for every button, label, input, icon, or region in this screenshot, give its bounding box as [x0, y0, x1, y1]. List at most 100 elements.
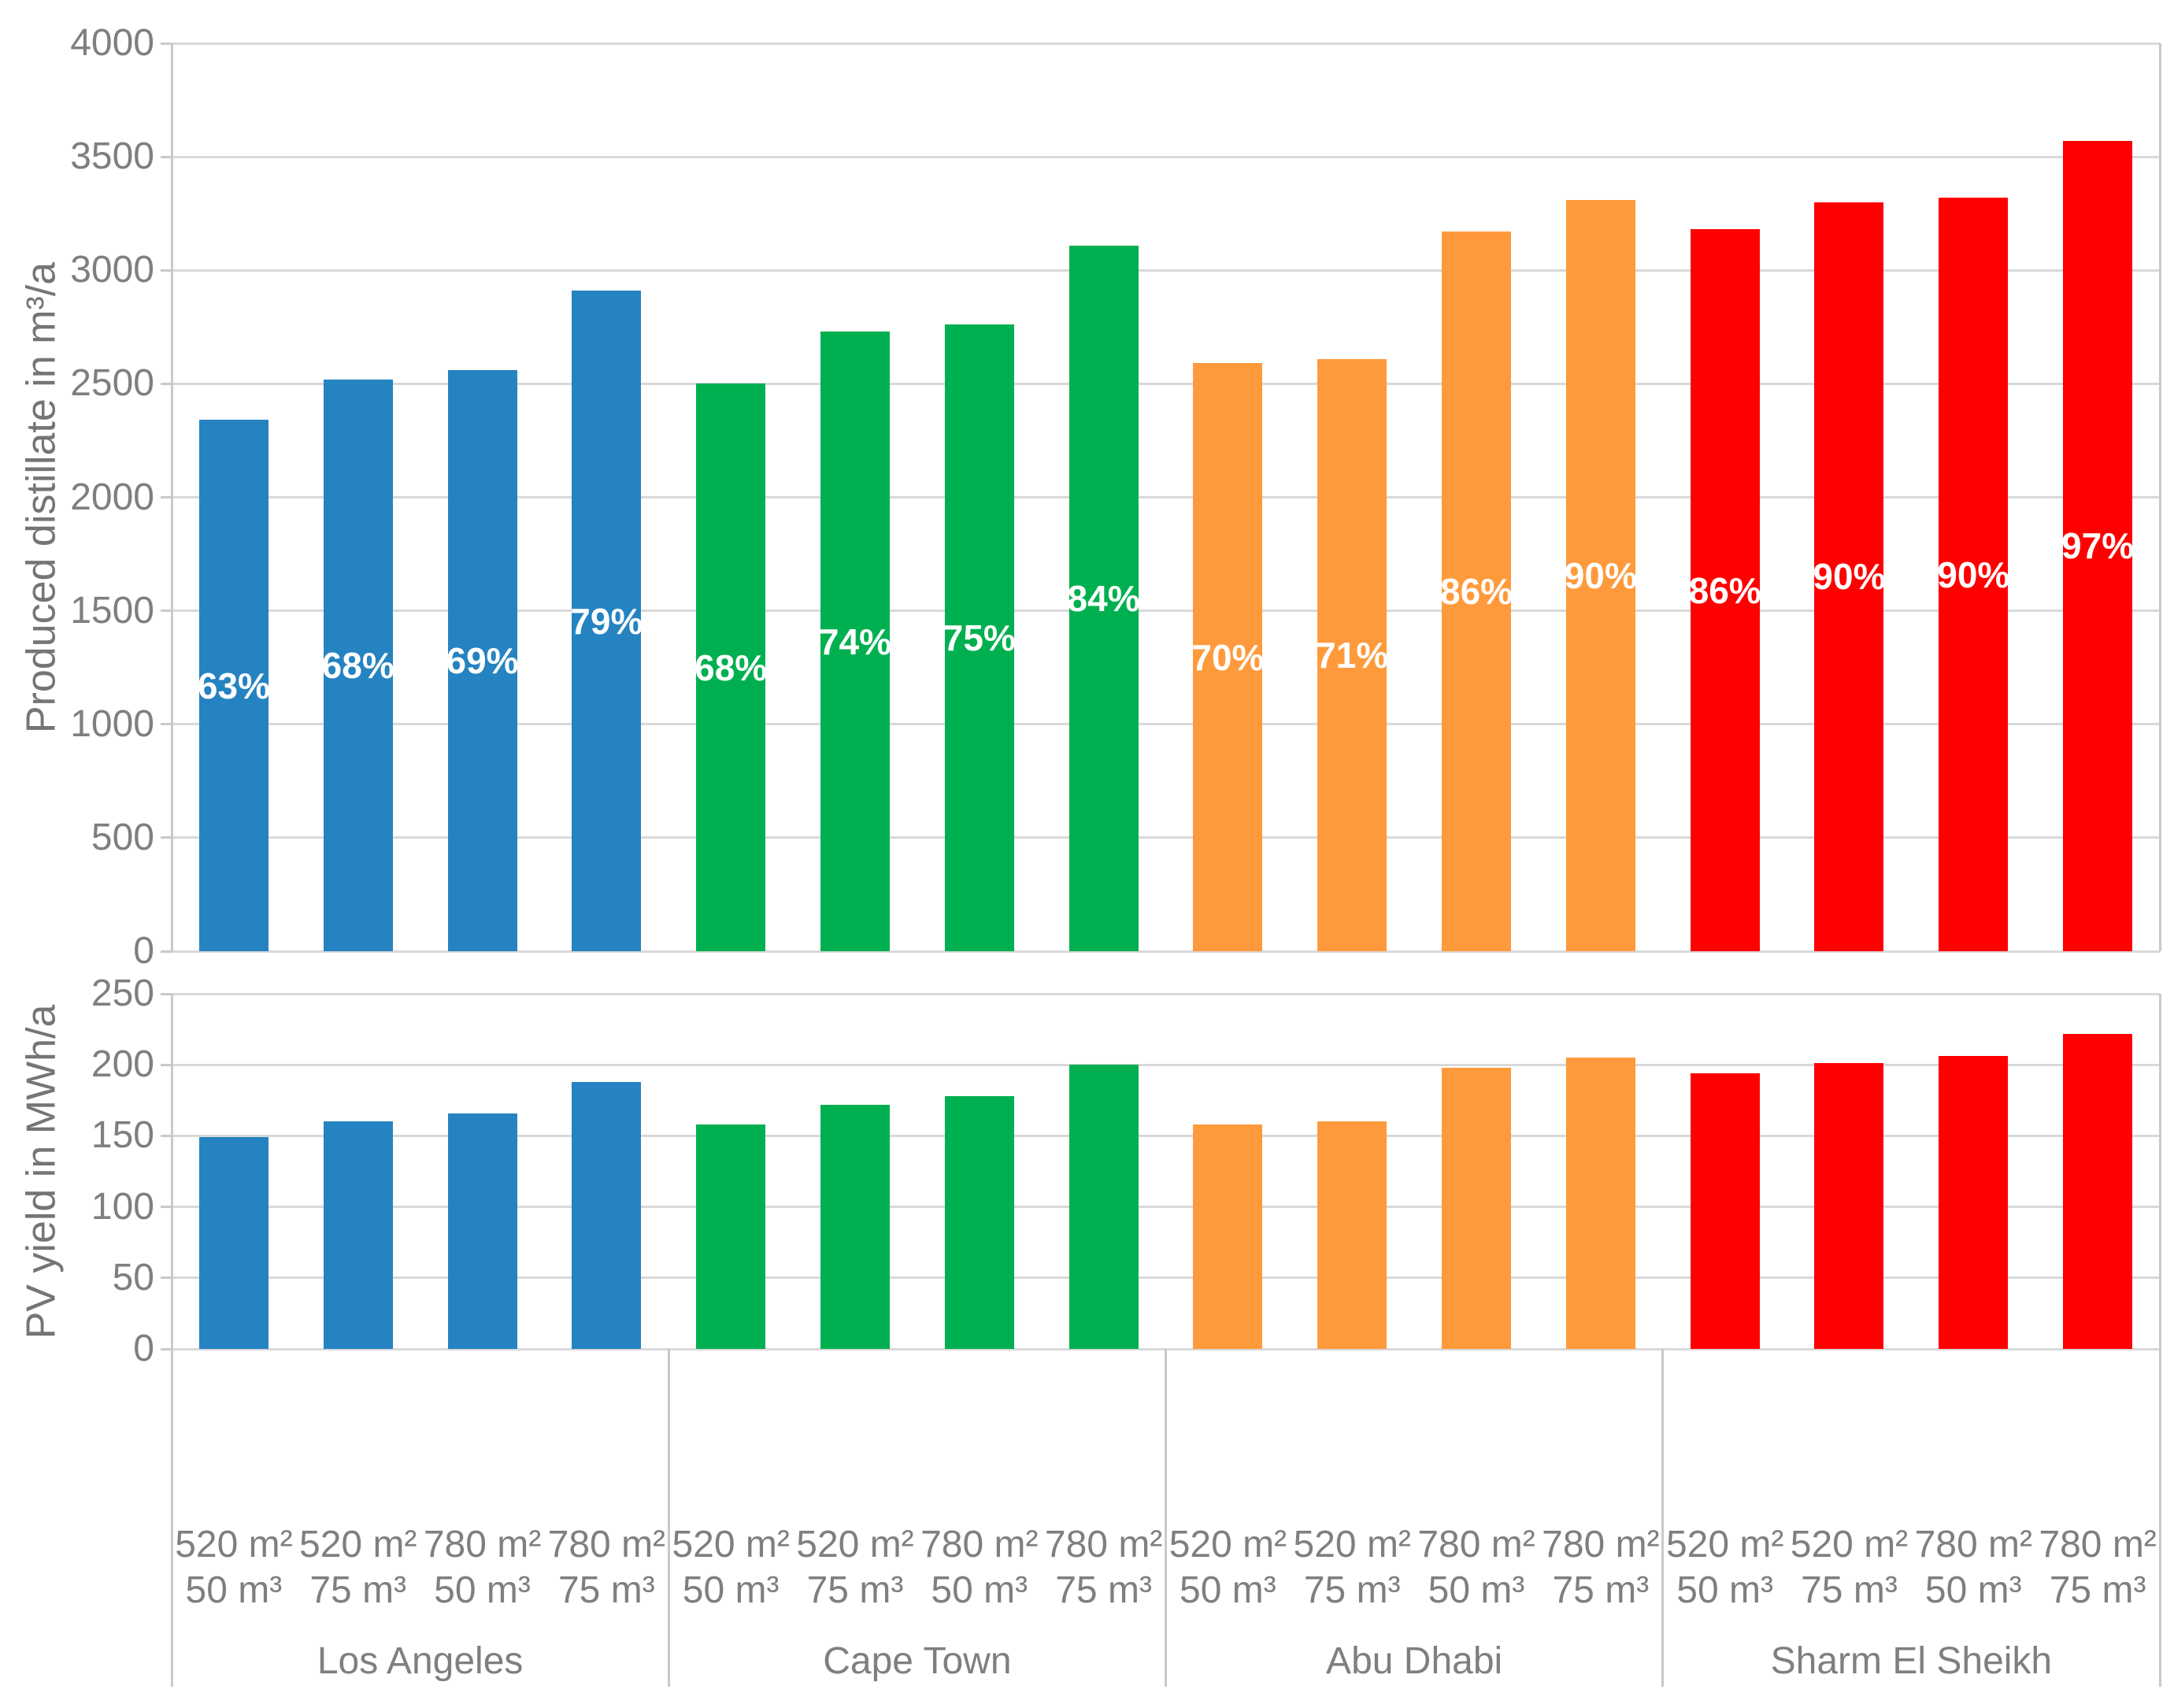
category-label-area: 780 m²	[920, 1524, 1039, 1565]
category-label-area: 520 m²	[1790, 1524, 1909, 1565]
gridline	[172, 1063, 2160, 1066]
bar-abu-dhabi-1	[1317, 358, 1387, 951]
gridline	[172, 382, 2160, 385]
category-label-volume: 50 m³	[1180, 1569, 1276, 1611]
y-tick-label: 50	[112, 1256, 154, 1299]
y-tick-label: 150	[91, 1114, 154, 1157]
bar-sharm-el-sheikh-2	[1939, 1056, 2009, 1349]
y-axis-tick-mark	[161, 950, 172, 953]
bar-cape-town-3	[1068, 1065, 1139, 1349]
bar-sharm-el-sheikh-1	[1814, 202, 1884, 951]
bar-abu-dhabi-1	[1317, 1121, 1387, 1349]
group-label-sharm-el-sheikh: Sharm El Sheikh	[1770, 1640, 2053, 1682]
category-label-volume: 50 m³	[185, 1569, 283, 1611]
y-axis-tick-mark	[161, 269, 172, 272]
bar-sharm-el-sheikh-0	[1690, 1073, 1760, 1349]
group-label-abu-dhabi: Abu Dhabi	[1326, 1640, 1503, 1682]
bar-value-label: 84%	[1067, 577, 1140, 619]
group-divider	[170, 1349, 173, 1687]
gridline	[172, 496, 2160, 498]
plot-right-border	[2158, 43, 2161, 951]
bar-value-label: 97%	[2061, 525, 2135, 567]
bar-cape-town-3	[1068, 245, 1139, 951]
category-label-area: 780 m²	[423, 1524, 542, 1565]
category-label-area: 520 m²	[1665, 1524, 1784, 1565]
bar-los-angeles-3	[572, 291, 642, 951]
bar-los-angeles-1	[323, 379, 393, 951]
category-label-volume: 75 m³	[1303, 1569, 1401, 1611]
bar-sharm-el-sheikh-1	[1814, 1063, 1884, 1349]
y-tick-label: 2000	[70, 476, 154, 518]
category-label-area: 780 m²	[1542, 1524, 1660, 1565]
category-label-area: 520 m²	[299, 1524, 417, 1565]
y-axis-line	[170, 994, 173, 1349]
y-axis-tick-mark	[161, 992, 172, 995]
bar-cape-town-0	[696, 1124, 766, 1349]
bar-value-label: 68%	[321, 644, 394, 686]
bar-cape-town-2	[944, 1095, 1014, 1349]
y-axis-tick-mark	[161, 382, 172, 385]
y-axis-tick-mark	[161, 609, 172, 613]
bar-value-label: 70%	[1191, 636, 1265, 678]
plot-right-border	[2158, 994, 2161, 1349]
bar-abu-dhabi-3	[1565, 1058, 1635, 1349]
bar-value-label: 75%	[943, 617, 1016, 659]
bar-sharm-el-sheikh-2	[1939, 198, 2009, 951]
category-label-volume: 75 m³	[557, 1569, 655, 1611]
y-tick-label: 0	[133, 930, 154, 972]
category-label-volume: 75 m³	[1055, 1569, 1152, 1611]
gridline	[172, 1206, 2160, 1209]
bar-value-label: 79%	[570, 600, 643, 642]
y-axis-tick-mark	[161, 1206, 172, 1209]
bar-value-label: 90%	[1937, 554, 2010, 595]
category-label-area: 520 m²	[1293, 1524, 1411, 1565]
bar-value-label: 90%	[1813, 556, 1886, 598]
category-label-area: 520 m²	[1168, 1524, 1287, 1565]
category-label-volume: 50 m³	[931, 1569, 1028, 1611]
group-divider	[2158, 1349, 2161, 1687]
y-tick-label: 100	[91, 1185, 154, 1228]
bar-los-angeles-2	[447, 1113, 517, 1349]
category-label-area: 520 m²	[175, 1524, 293, 1565]
y-tick-label: 250	[91, 973, 154, 1014]
category-label-area: 780 m²	[1914, 1524, 2032, 1565]
y-tick-label: 500	[91, 816, 154, 858]
category-label-area: 780 m²	[1417, 1524, 1535, 1565]
y-tick-label: 200	[91, 1043, 154, 1086]
y-axis-tick-mark	[161, 1347, 172, 1350]
category-label-area: 780 m²	[2039, 1524, 2157, 1565]
bar-los-angeles-3	[572, 1081, 642, 1349]
bar-value-label: 63%	[197, 665, 270, 706]
gridline	[172, 42, 2160, 45]
bar-abu-dhabi-2	[1442, 1067, 1512, 1349]
category-label-volume: 75 m³	[1552, 1569, 1650, 1611]
y-axis-tick-mark	[161, 1134, 172, 1137]
y-tick-label: 2500	[70, 362, 154, 405]
gridline	[172, 836, 2160, 839]
bar-los-angeles-2	[447, 370, 517, 951]
y-axis-tick-mark	[161, 723, 172, 726]
bar-sharm-el-sheikh-3	[2063, 140, 2133, 951]
bar-los-angeles-1	[323, 1121, 393, 1349]
gridline	[172, 155, 2160, 158]
category-label-volume: 50 m³	[1428, 1569, 1525, 1611]
bar-value-label: 86%	[1439, 571, 1513, 613]
bar-sharm-el-sheikh-0	[1690, 229, 1760, 951]
bar-value-label: 68%	[694, 647, 768, 688]
gridline	[172, 950, 2160, 953]
gridline	[172, 269, 2160, 272]
y-axis-tick-mark	[161, 836, 172, 839]
bar-cape-town-1	[820, 332, 890, 951]
category-label-area: 780 m²	[1044, 1524, 1163, 1565]
bar-cape-town-1	[820, 1104, 890, 1349]
y-axis-tick-mark	[161, 1276, 172, 1280]
bar-value-label: 71%	[1316, 634, 1389, 676]
bar-abu-dhabi-3	[1565, 199, 1635, 951]
category-label-volume: 75 m³	[806, 1569, 904, 1611]
group-label-cape-town: Cape Town	[823, 1640, 1012, 1682]
category-label-volume: 75 m³	[2049, 1569, 2146, 1611]
gridline	[172, 1276, 2160, 1280]
category-label-volume: 75 m³	[1801, 1569, 1898, 1611]
bar-abu-dhabi-0	[1193, 1124, 1263, 1349]
